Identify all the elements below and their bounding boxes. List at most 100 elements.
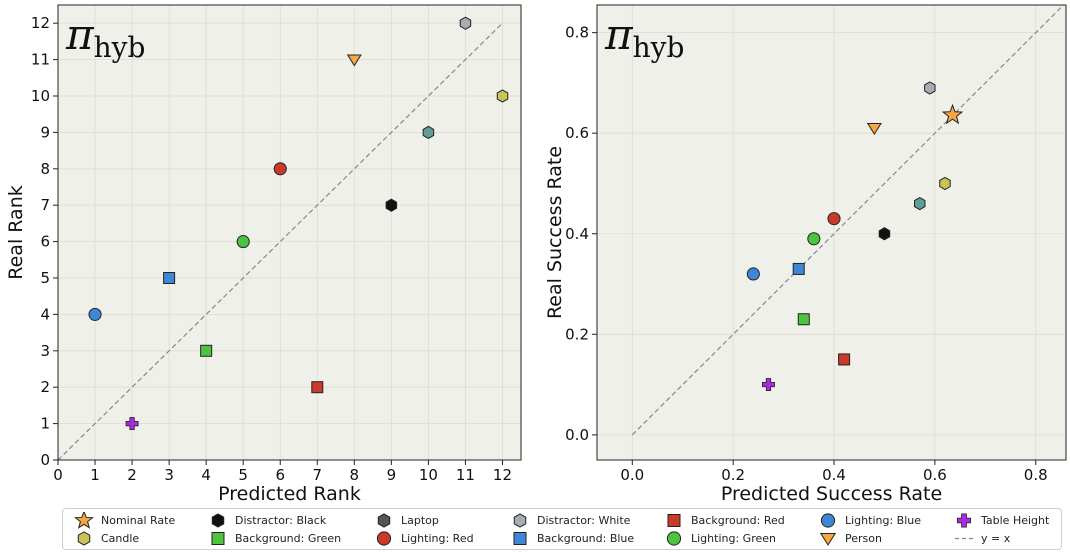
legend-marker xyxy=(957,513,971,528)
legend-marker-circle xyxy=(376,531,392,546)
success-point-background-red xyxy=(838,353,851,366)
legend-marker xyxy=(211,532,225,545)
legend-marker xyxy=(955,537,973,540)
success-xtick-label: 0.0 xyxy=(620,466,644,484)
rank-ytick-label: 11 xyxy=(31,51,50,69)
legend-item-laptop: Laptop xyxy=(371,512,439,529)
rank-xlabel: Predicted Rank xyxy=(218,483,361,505)
rank-point-candle xyxy=(496,89,509,103)
legend-marker-star xyxy=(74,512,94,529)
success-ylabel: Real Success Rate xyxy=(544,146,566,319)
legend-marker xyxy=(77,531,91,546)
legend-item-y-x: y = x xyxy=(951,530,1010,547)
legend-label: Nominal Rate xyxy=(101,514,176,527)
rank-xtick-label: 8 xyxy=(350,466,360,484)
legend-label: Background: Red xyxy=(691,514,785,527)
legend-marker xyxy=(666,531,682,546)
legend-marker xyxy=(377,513,391,528)
legend-marker xyxy=(376,531,392,546)
rank-point-distractor-white xyxy=(459,16,472,30)
rank-xtick-label: 1 xyxy=(90,466,100,484)
legend-label: y = x xyxy=(981,532,1011,545)
rank-point-distractor-black xyxy=(385,198,398,212)
rank-point-lighting-red xyxy=(273,162,287,176)
legend-item-background-blue: Background: Blue xyxy=(507,530,634,547)
legend-marker xyxy=(819,532,837,546)
legend-item-background-green: Background: Green xyxy=(205,530,341,547)
success-reference-line xyxy=(631,4,1064,436)
success-ytick-label: 0.4 xyxy=(565,225,589,243)
rank-point-table-height xyxy=(125,417,139,431)
rank-ytick-label: 1 xyxy=(40,415,50,433)
rank-point-person xyxy=(346,54,362,67)
legend-marker-plus xyxy=(957,513,971,528)
legend-marker-circle xyxy=(820,513,836,528)
success-point-lighting-green xyxy=(807,232,821,246)
rank-xtick-label: 2 xyxy=(127,466,137,484)
legend-marker-hexagon xyxy=(513,513,527,528)
success-point-distractor-white xyxy=(924,81,936,95)
rank-ytick-label: 0 xyxy=(40,451,50,469)
legend-item-distractor-white: Distractor: White xyxy=(507,512,630,529)
success-xtick-label: 0.2 xyxy=(721,466,745,484)
success-ytick-label: 0.6 xyxy=(565,124,589,142)
legend-marker xyxy=(513,513,527,528)
success-point-distractor-black xyxy=(878,227,891,241)
legend-label: Distractor: White xyxy=(537,514,631,527)
legend-label: Table Height xyxy=(981,514,1050,527)
success-point-table-height xyxy=(762,378,775,392)
rank-xtick-label: 5 xyxy=(238,466,248,484)
legend-item-candle: Candle xyxy=(71,530,139,547)
legend-marker-square xyxy=(513,532,527,545)
legend-item-lighting-blue: Lighting: Blue xyxy=(815,512,921,529)
rank-ytick-label: 12 xyxy=(31,14,50,32)
legend-marker-circle xyxy=(666,531,682,546)
success-xtick-label: 0.6 xyxy=(923,466,947,484)
rank-point-background-red xyxy=(311,381,324,394)
success-point-candle xyxy=(939,176,951,191)
success-point-lighting-blue xyxy=(746,267,760,281)
success-xtick-label: 0.8 xyxy=(1024,466,1048,484)
rank-ytick-label: 9 xyxy=(40,123,50,141)
success-plot-area xyxy=(597,5,1066,460)
legend-marker-square xyxy=(211,532,225,545)
rank-point-background-green xyxy=(200,344,213,357)
legend-item-lighting-green: Lighting: Green xyxy=(661,530,776,547)
legend-label: Background: Green xyxy=(235,532,342,545)
legend-label: Candle xyxy=(101,532,140,545)
rank-xtick-label: 9 xyxy=(387,466,397,484)
legend-marker xyxy=(513,532,527,545)
rank-xtick-label: 7 xyxy=(313,466,323,484)
legend-label: Lighting: Green xyxy=(691,532,776,545)
success-chart: 0.0 0.2 0.4 0.6 0.80.00.20.40.60.8 πhybPredic… xyxy=(544,4,1067,505)
legend-item-nominal-rate: Nominal Rate xyxy=(71,512,175,529)
rank-ytick-label: 5 xyxy=(40,269,50,287)
legend-label: Lighting: Red xyxy=(401,532,474,545)
rank-xtick-label: 6 xyxy=(275,466,285,484)
legend-item-lighting-red: Lighting: Red xyxy=(371,530,474,547)
rank-plot-frame xyxy=(57,4,522,461)
legend: Nominal Rate Candle Distractor: Black Backg… xyxy=(62,508,1062,550)
rank-xtick-label: 0 xyxy=(53,466,63,484)
rank-ytick-label: 6 xyxy=(40,233,50,251)
rank-ytick-label: 3 xyxy=(40,342,50,360)
rank-ytick-label: 7 xyxy=(40,196,50,214)
legend-item-background-red: Background: Red xyxy=(661,512,785,529)
rank-ylabel: Real Rank xyxy=(5,185,27,279)
rank-point-laptop xyxy=(422,125,435,140)
success-point-background-blue xyxy=(792,262,805,275)
success-xtick-label: 0.4 xyxy=(822,466,846,484)
success-title-subscript: hyb xyxy=(633,31,685,64)
rank-xtick-label: 4 xyxy=(201,466,211,484)
legend-marker xyxy=(211,513,225,528)
success-ytick-label: 0.2 xyxy=(565,325,589,343)
rank-xtick-label: 12 xyxy=(493,466,512,484)
legend-marker xyxy=(74,512,94,529)
rank-ytick-label: 8 xyxy=(40,160,50,178)
legend-label: Distractor: Black xyxy=(235,514,327,527)
legend-marker-hexagon xyxy=(377,513,391,528)
legend-label: Person xyxy=(845,532,882,545)
rank-ytick-label: 4 xyxy=(40,305,50,323)
